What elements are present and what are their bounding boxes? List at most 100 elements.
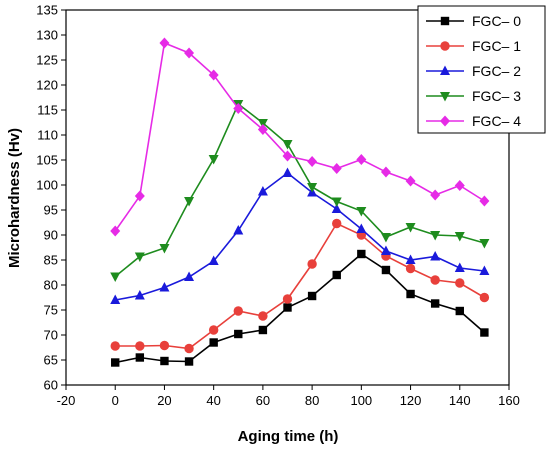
x-tick-label: 80 bbox=[305, 393, 319, 408]
data-point bbox=[405, 223, 416, 233]
y-tick-label: 90 bbox=[44, 228, 58, 243]
series-line bbox=[114, 41, 485, 232]
x-tick-label: 100 bbox=[350, 393, 372, 408]
data-point bbox=[332, 270, 341, 280]
data-point bbox=[331, 197, 342, 207]
data-point bbox=[208, 255, 219, 265]
data-point bbox=[307, 183, 318, 193]
data-point bbox=[430, 189, 441, 201]
data-point bbox=[479, 292, 490, 303]
data-point bbox=[160, 356, 169, 366]
series-4 bbox=[110, 37, 490, 237]
series-line bbox=[115, 253, 485, 364]
data-point bbox=[257, 119, 268, 129]
y-tick-label: 115 bbox=[37, 103, 58, 118]
data-point bbox=[380, 245, 391, 255]
legend-item: FGC– 3 bbox=[426, 88, 521, 104]
data-point bbox=[184, 357, 194, 366]
data-point bbox=[381, 265, 391, 275]
data-point bbox=[455, 278, 465, 288]
data-point bbox=[282, 140, 293, 150]
y-axis-ticks: 60 65 70 75 80 85 90 95 100 105 110 115 120 125 130 135 bbox=[36, 3, 66, 393]
x-tick-label: 140 bbox=[449, 393, 471, 408]
legend-item: FGC– 4 bbox=[426, 113, 521, 129]
data-point bbox=[479, 265, 490, 275]
data-point bbox=[111, 358, 120, 367]
legend-box bbox=[417, 5, 546, 134]
data-point bbox=[233, 103, 244, 114]
data-point bbox=[357, 249, 366, 259]
data-point bbox=[405, 175, 416, 187]
x-tick-label: 40 bbox=[206, 393, 220, 408]
data-point bbox=[380, 233, 391, 243]
data-point bbox=[430, 231, 441, 241]
data-point bbox=[184, 271, 195, 281]
data-point bbox=[332, 218, 342, 229]
series-1 bbox=[110, 218, 490, 354]
data-point bbox=[479, 195, 490, 207]
data-point bbox=[159, 282, 170, 292]
data-point bbox=[440, 65, 450, 75]
data-point bbox=[356, 154, 367, 165]
data-point bbox=[430, 299, 440, 308]
data-point bbox=[356, 223, 367, 233]
series-layer bbox=[110, 37, 490, 367]
data-point bbox=[110, 225, 121, 237]
data-point bbox=[134, 290, 145, 300]
series-line bbox=[115, 222, 485, 350]
y-tick-label: 70 bbox=[44, 328, 58, 343]
data-point bbox=[184, 47, 195, 59]
data-point bbox=[184, 197, 195, 207]
data-point bbox=[257, 124, 268, 135]
legend-label: FGC– 0 bbox=[472, 13, 521, 29]
data-point bbox=[110, 294, 121, 304]
x-tick-label: 20 bbox=[157, 393, 171, 408]
y-tick-label: 95 bbox=[44, 203, 58, 218]
data-point bbox=[208, 69, 219, 81]
data-point bbox=[307, 259, 317, 269]
plot-frame bbox=[65, 9, 510, 386]
legend-item: FGC– 0 bbox=[426, 13, 521, 29]
data-point bbox=[479, 239, 490, 249]
y-tick-label: 135 bbox=[36, 3, 58, 18]
x-tick-label: 60 bbox=[256, 393, 270, 408]
data-point bbox=[282, 294, 293, 304]
data-point bbox=[159, 244, 170, 254]
data-point bbox=[454, 180, 465, 191]
data-point bbox=[134, 252, 145, 262]
data-point bbox=[380, 166, 391, 178]
data-point bbox=[331, 203, 342, 213]
y-tick-label: 75 bbox=[44, 303, 58, 318]
data-point bbox=[440, 92, 450, 102]
x-tick-label: 0 bbox=[112, 393, 119, 408]
series-2 bbox=[110, 167, 490, 304]
y-tick-label: 65 bbox=[44, 353, 58, 368]
data-point bbox=[406, 289, 415, 299]
data-point bbox=[454, 262, 465, 272]
y-axis-title: Microhardness (Hv) bbox=[6, 128, 23, 268]
series-line bbox=[115, 171, 485, 301]
x-axis-ticks: -20 0 20 40 60 80 100 120 140 160 bbox=[57, 385, 520, 408]
data-point bbox=[110, 272, 121, 282]
legend-item: FGC– 2 bbox=[426, 63, 521, 79]
legend-items: FGC– 0 FGC– 1 FGC– 2 FGC– 3 FGC– 4 bbox=[426, 13, 521, 129]
series-0 bbox=[111, 249, 489, 367]
legend: FGC– 0 FGC– 1 FGC– 2 FGC– 3 FGC– 4 bbox=[417, 5, 546, 134]
x-tick-label: -20 bbox=[57, 393, 76, 408]
y-tick-label: 110 bbox=[37, 128, 58, 143]
y-tick-label: 130 bbox=[36, 28, 58, 43]
data-point bbox=[454, 232, 465, 242]
y-tick-label: 85 bbox=[44, 253, 58, 268]
legend-label: FGC– 2 bbox=[472, 63, 521, 79]
data-point bbox=[283, 303, 292, 312]
data-point bbox=[110, 341, 120, 351]
data-point bbox=[430, 275, 440, 285]
x-tick-label: 120 bbox=[400, 393, 422, 408]
data-point bbox=[455, 306, 464, 316]
data-point bbox=[430, 251, 441, 261]
y-tick-label: 60 bbox=[44, 378, 58, 393]
y-tick-label: 80 bbox=[44, 278, 58, 293]
data-point bbox=[233, 306, 243, 316]
data-point bbox=[282, 167, 293, 177]
data-point bbox=[331, 163, 342, 174]
